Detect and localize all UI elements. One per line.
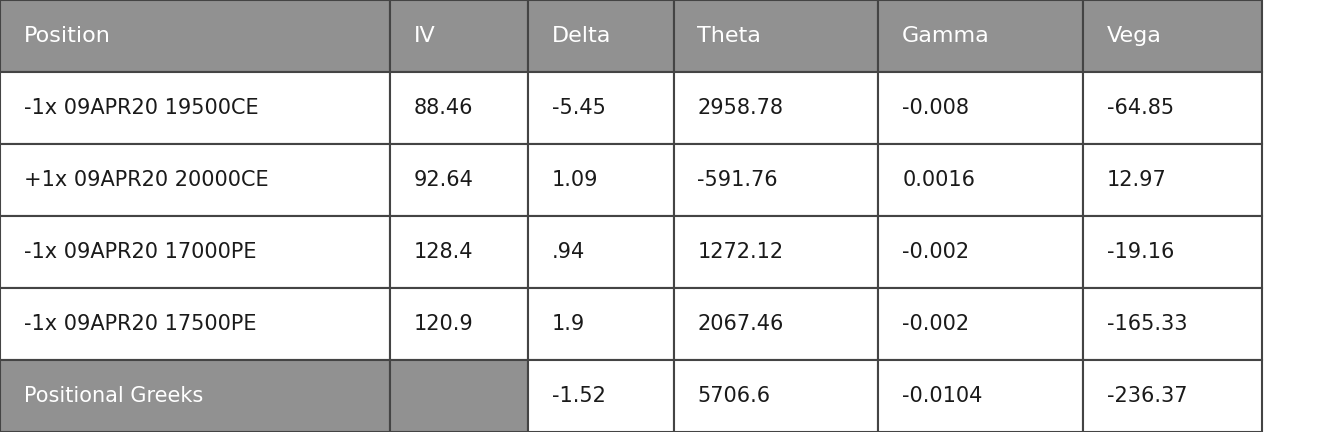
Text: IV: IV	[413, 26, 435, 46]
Bar	[0, 0, 390, 72]
Text: 1.09: 1.09	[552, 170, 598, 190]
Bar	[390, 0, 528, 72]
Text: -591.76: -591.76	[697, 170, 778, 190]
Text: -19.16: -19.16	[1107, 242, 1174, 262]
Bar	[1083, 216, 1262, 288]
Text: -1x 09APR20 17000PE: -1x 09APR20 17000PE	[24, 242, 256, 262]
Bar	[674, 144, 878, 216]
Bar	[0, 216, 390, 288]
Bar	[528, 144, 674, 216]
Bar	[674, 0, 878, 72]
Text: 120.9: 120.9	[413, 314, 473, 334]
Bar	[0, 72, 390, 144]
Bar	[528, 288, 674, 360]
Bar	[674, 360, 878, 432]
Bar	[1083, 360, 1262, 432]
Text: -0.002: -0.002	[902, 242, 970, 262]
Bar	[390, 216, 528, 288]
Bar	[528, 216, 674, 288]
Bar	[674, 288, 878, 360]
Bar	[528, 72, 674, 144]
Text: -1.52: -1.52	[552, 386, 606, 406]
Bar	[528, 360, 674, 432]
Bar	[1083, 0, 1262, 72]
Bar	[674, 72, 878, 144]
Text: 92.64: 92.64	[413, 170, 473, 190]
Bar	[878, 72, 1083, 144]
Text: 1272.12: 1272.12	[697, 242, 783, 262]
Bar	[878, 216, 1083, 288]
Text: Gamma: Gamma	[902, 26, 989, 46]
Text: 0.0016: 0.0016	[902, 170, 975, 190]
Bar	[1083, 72, 1262, 144]
Bar	[390, 288, 528, 360]
Bar	[1083, 144, 1262, 216]
Bar	[878, 0, 1083, 72]
Text: -0.002: -0.002	[902, 314, 970, 334]
Bar	[674, 216, 878, 288]
Bar	[528, 0, 674, 72]
Bar	[0, 288, 390, 360]
Bar	[1083, 288, 1262, 360]
Text: Vega: Vega	[1107, 26, 1162, 46]
Text: Positional Greeks: Positional Greeks	[24, 386, 203, 406]
Text: 1.9: 1.9	[552, 314, 585, 334]
Text: Delta: Delta	[552, 26, 612, 46]
Text: .94: .94	[552, 242, 585, 262]
Bar	[390, 360, 528, 432]
Text: 5706.6: 5706.6	[697, 386, 770, 406]
Text: -1x 09APR20 19500CE: -1x 09APR20 19500CE	[24, 98, 259, 118]
Text: 128.4: 128.4	[413, 242, 473, 262]
Text: -0.008: -0.008	[902, 98, 970, 118]
Text: -0.0104: -0.0104	[902, 386, 983, 406]
Bar	[878, 288, 1083, 360]
Text: -64.85: -64.85	[1107, 98, 1174, 118]
Bar	[878, 360, 1083, 432]
Text: 2067.46: 2067.46	[697, 314, 783, 334]
Text: Position: Position	[24, 26, 111, 46]
Text: -236.37: -236.37	[1107, 386, 1188, 406]
Text: -1x 09APR20 17500PE: -1x 09APR20 17500PE	[24, 314, 256, 334]
Bar	[390, 144, 528, 216]
Text: +1x 09APR20 20000CE: +1x 09APR20 20000CE	[24, 170, 268, 190]
Text: 88.46: 88.46	[413, 98, 473, 118]
Bar	[0, 360, 390, 432]
Text: Theta: Theta	[697, 26, 761, 46]
Text: -5.45: -5.45	[552, 98, 606, 118]
Bar	[878, 144, 1083, 216]
Bar	[0, 144, 390, 216]
Text: 2958.78: 2958.78	[697, 98, 783, 118]
Text: 12.97: 12.97	[1107, 170, 1166, 190]
Bar	[390, 72, 528, 144]
Text: -165.33: -165.33	[1107, 314, 1188, 334]
